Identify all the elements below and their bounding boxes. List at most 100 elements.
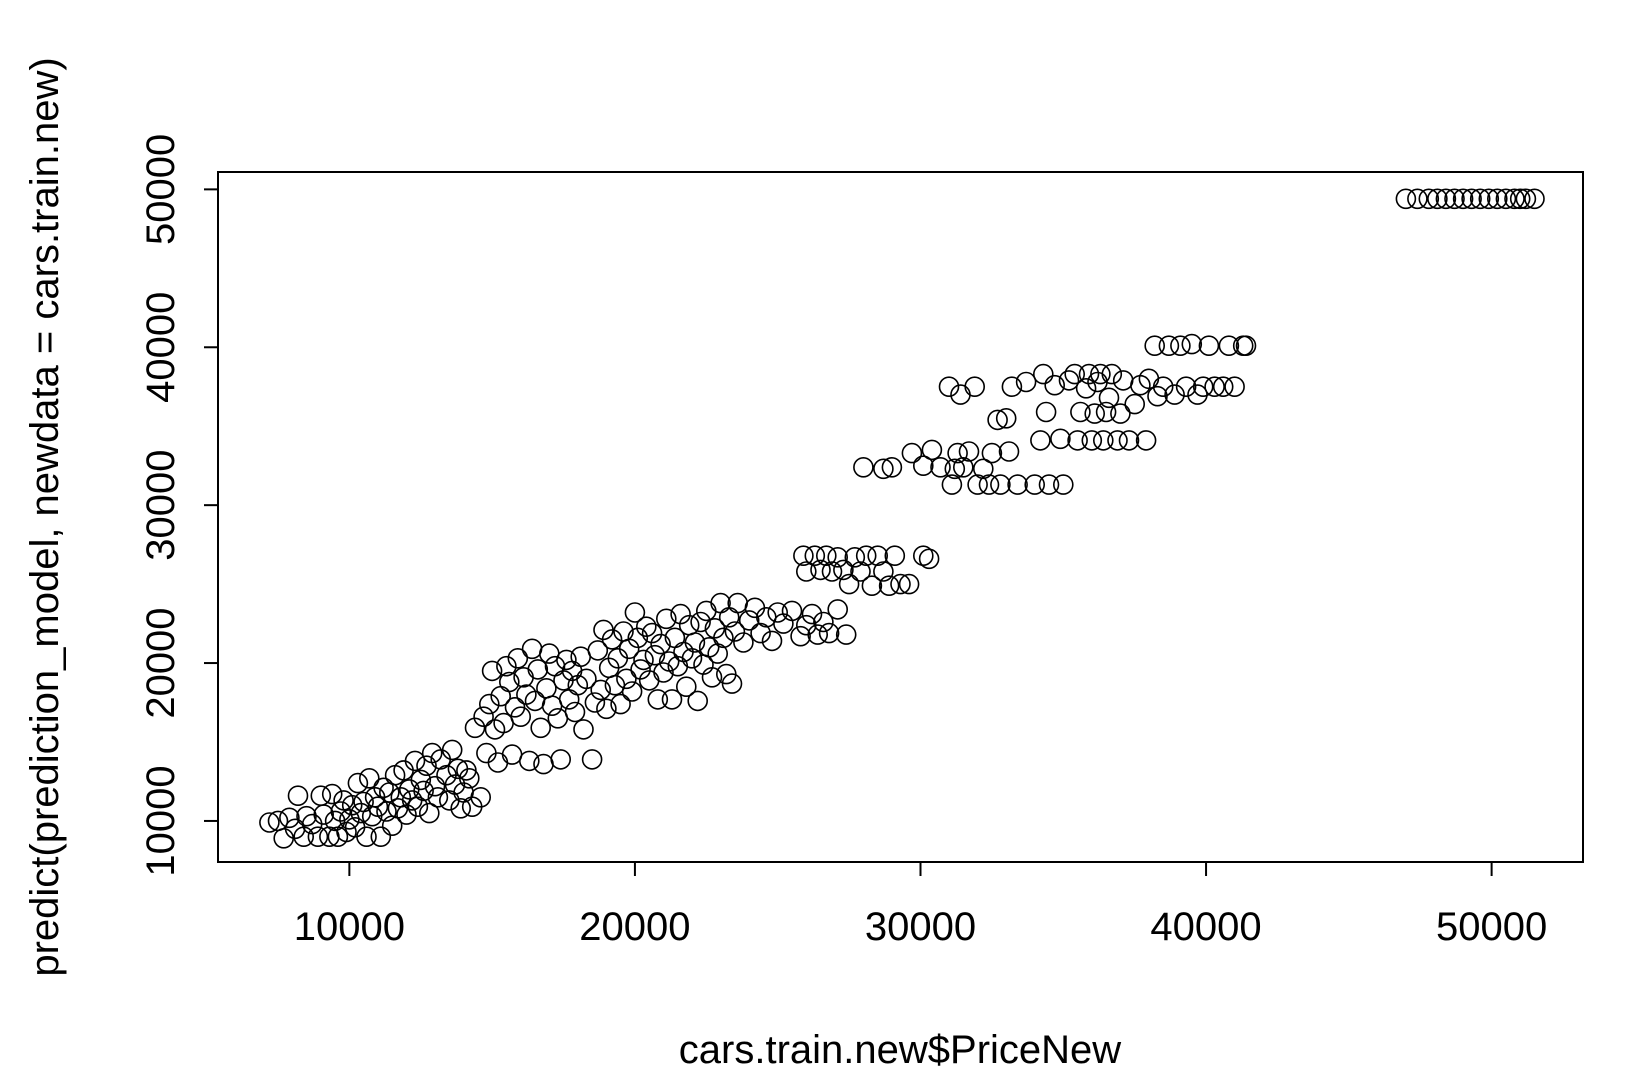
plot-frame: [217, 171, 1584, 863]
data-point: [695, 600, 717, 622]
data-point: [1035, 401, 1057, 423]
data-point: [761, 630, 783, 652]
data-point: [533, 753, 554, 775]
data-point: [416, 755, 437, 777]
y-tick-label: 50000: [139, 134, 183, 245]
data-point: [675, 676, 697, 698]
data-point: [627, 627, 649, 649]
data-point: [744, 597, 766, 619]
data-point: [1067, 430, 1088, 451]
data-point: [707, 643, 729, 664]
data-point: [781, 600, 803, 622]
data-point: [684, 632, 706, 653]
data-point: [650, 633, 671, 655]
data-point: [713, 627, 734, 649]
data-point: [653, 662, 674, 683]
data-point: [356, 826, 377, 848]
data-point: [550, 749, 572, 770]
data-point: [647, 689, 669, 710]
data-point: [321, 783, 343, 805]
data-point: [510, 706, 532, 728]
data-point: [516, 684, 537, 705]
data-point: [1170, 335, 1191, 357]
data-point: [1075, 377, 1097, 399]
data-point: [541, 695, 563, 717]
data-point: [387, 797, 409, 819]
data-point: [1444, 188, 1465, 210]
data-point: [818, 622, 840, 644]
data-point: [972, 458, 994, 480]
data-point: [853, 456, 874, 478]
data-point: [1235, 335, 1257, 357]
data-point: [287, 785, 309, 807]
data-point: [564, 701, 586, 723]
data-point: [507, 647, 529, 669]
data-point: [1112, 370, 1134, 391]
data-point: [1212, 376, 1234, 398]
data-point: [1478, 188, 1500, 210]
data-point: [1175, 376, 1197, 398]
data-point: [995, 407, 1017, 429]
x-tick-label: 20000: [579, 905, 690, 949]
y-tick-label: 30000: [139, 450, 183, 561]
data-point: [1407, 188, 1428, 210]
data-point: [873, 458, 894, 480]
data-point: [624, 602, 646, 623]
data-point: [930, 456, 951, 478]
data-point: [581, 749, 603, 770]
data-point: [890, 573, 911, 595]
data-point: [1124, 393, 1145, 415]
data-point: [878, 575, 900, 597]
data-point: [1101, 363, 1123, 385]
data-point: [795, 614, 817, 636]
data-point: [881, 456, 903, 478]
data-point: [590, 679, 612, 701]
data-point: [1395, 188, 1417, 210]
data-point: [373, 777, 394, 799]
data-point: [947, 442, 968, 464]
data-point: [521, 638, 543, 660]
data-point: [884, 545, 906, 567]
data-point: [755, 606, 777, 628]
data-point: [938, 376, 960, 398]
data-point: [259, 812, 280, 833]
data-point: [958, 441, 980, 462]
data-point: [458, 767, 480, 789]
data-point: [738, 610, 760, 631]
x-tick-label: 50000: [1436, 905, 1547, 949]
data-point: [835, 624, 857, 645]
data-point: [358, 767, 380, 789]
data-point: [861, 575, 883, 597]
x-tick-label: 40000: [1150, 905, 1261, 949]
data-point: [1107, 430, 1128, 451]
data-point: [596, 698, 617, 720]
data-point: [1515, 188, 1537, 210]
data-point: [1158, 335, 1180, 357]
data-point: [750, 622, 771, 644]
data-point: [501, 744, 523, 765]
data-point: [496, 655, 517, 677]
data-point: [773, 613, 794, 634]
data-point: [1050, 428, 1071, 450]
data-point: [544, 655, 566, 677]
data-point: [413, 780, 434, 802]
data-point: [1509, 188, 1531, 210]
data-point: [587, 640, 609, 661]
data-point: [421, 742, 443, 764]
data-point: [827, 546, 849, 568]
data-point: [1081, 430, 1103, 451]
data-point: [1461, 188, 1482, 210]
data-point: [558, 689, 580, 710]
data-point: [487, 752, 509, 773]
data-point: [813, 611, 834, 633]
data-point: [633, 649, 654, 671]
data-point: [1053, 474, 1074, 495]
data-point: [1095, 401, 1117, 423]
data-point: [1033, 363, 1054, 385]
data-point: [921, 439, 943, 461]
data-point: [616, 668, 637, 690]
data-point: [1181, 333, 1203, 355]
data-point: [941, 474, 963, 495]
data-point: [987, 409, 1008, 431]
